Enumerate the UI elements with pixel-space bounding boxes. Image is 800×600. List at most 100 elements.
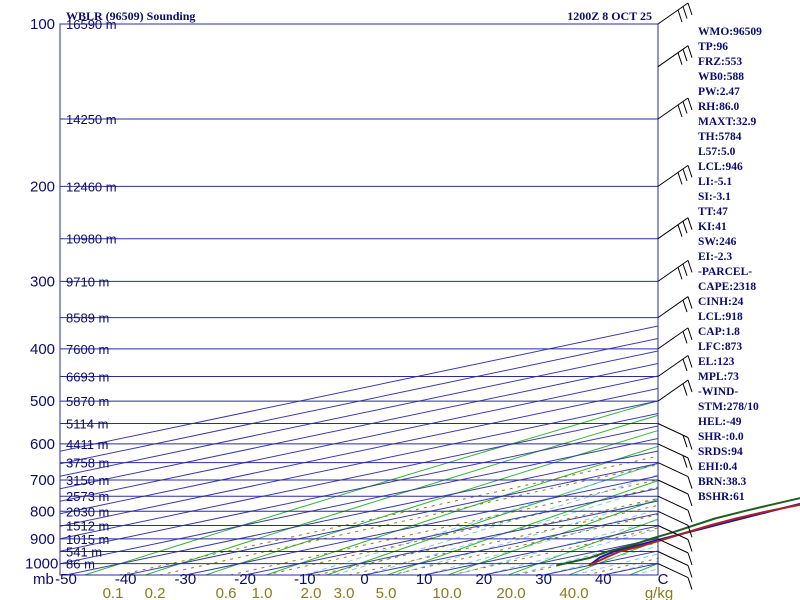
height-label: 10980 m (66, 232, 117, 247)
stability-index: CAPE:2318 (698, 281, 756, 293)
isotherm (60, 388, 658, 515)
pressure-tick-label: 100 (30, 16, 55, 33)
isotherm (60, 375, 658, 502)
pressure-tick-label: 300 (30, 273, 55, 290)
wind-barb (657, 462, 693, 489)
stability-index: MAXT:32.9 (698, 116, 756, 128)
mixing-ratio-line (586, 557, 658, 575)
mixing-ratio-tick-label: 2.0 (301, 585, 322, 600)
moist-adiabat (603, 561, 658, 575)
mixing-ratio-tick-label: 10.0 (432, 585, 461, 600)
wind-barb (657, 259, 693, 282)
height-label: 4411 m (66, 437, 108, 452)
temperature-tick-label: 30 (535, 571, 552, 588)
stability-index: SI:-3.1 (698, 191, 731, 203)
isotherm (60, 363, 658, 490)
mixing-ratio-tick-label: 1.0 (252, 585, 273, 600)
temperature-tick-label: 10 (416, 571, 433, 588)
stability-index: TP:96 (698, 41, 728, 53)
stability-index: EL:123 (698, 356, 735, 368)
isotherm (125, 463, 658, 575)
stability-index: STM:278/10 (698, 401, 759, 413)
dry-adiabat (387, 480, 658, 575)
height-label: 12460 m (66, 179, 117, 194)
stability-index: L57:5.0 (698, 146, 736, 158)
stability-index: SRDS:94 (698, 446, 743, 458)
dewpoint-profile-line (556, 497, 800, 567)
temperature-tick-label: 40 (595, 571, 612, 588)
dry-adiabat (205, 429, 658, 575)
mixing-ratio-tick-label: g/kg (645, 585, 673, 600)
mixing-ratio-tick-label: 40.0 (559, 585, 588, 600)
pressure-tick-label: 1000 (25, 556, 58, 573)
stability-index: LCL:918 (698, 311, 743, 323)
height-label: 16590 m (66, 17, 117, 32)
temperature-tick-label: -40 (115, 571, 137, 588)
isotherm (60, 413, 658, 540)
pressure-tick-label: 800 (30, 503, 55, 520)
height-label: 3150 m (66, 473, 109, 488)
pressure-tick-label: 500 (30, 393, 55, 410)
stability-index: CINH:24 (698, 296, 744, 308)
stability-index: EI:-2.3 (698, 251, 732, 263)
stability-index: KI:41 (698, 221, 727, 233)
axis-labels: 100 200 300 400 500 600 700 800 900 1000 16590 m 14… (25, 16, 673, 600)
dry-adiabat (84, 400, 658, 575)
temperature-tick-label: 20 (476, 571, 493, 588)
stability-index: WB0:588 (698, 71, 744, 83)
height-label: 9710 m (66, 274, 109, 289)
stability-index: LI:-5.1 (698, 176, 732, 188)
height-label: 1512 m (66, 519, 109, 534)
height-label: 1015 m (66, 532, 109, 547)
mixing-ratio-line (451, 527, 658, 575)
stability-index: TH:5784 (698, 131, 742, 143)
moist-adiabat (394, 497, 658, 575)
height-label: 14250 m (66, 112, 117, 127)
sounding-profiles (556, 497, 800, 567)
stability-index: FRZ:553 (698, 56, 742, 68)
moist-adiabat (424, 509, 658, 575)
background-grid (59, 23, 800, 576)
mixing-ratio-tick-label: 0.6 (216, 585, 237, 600)
stability-index: EHI:0.4 (698, 461, 738, 473)
stability-index: SW:246 (698, 236, 737, 248)
pressure-unit-label: mb (33, 571, 54, 588)
dry-adiabat (751, 24, 800, 575)
stability-index: LCL:946 (698, 161, 743, 173)
mixing-ratio-tick-label: 20.0 (496, 585, 525, 600)
temperature-tick-label: -50 (55, 571, 77, 588)
mixing-ratio-tick-label: 3.0 (334, 585, 355, 600)
wind-barb (657, 495, 693, 523)
stability-index: TT:47 (698, 206, 728, 218)
wind-barb (657, 164, 693, 187)
temperature-profile-line (588, 503, 800, 567)
wind-barb (657, 327, 693, 350)
wind-barb (657, 379, 693, 402)
wind-barb (657, 45, 693, 68)
stability-index: LFC:873 (698, 341, 742, 353)
stability-index: BSHR:61 (698, 491, 745, 503)
isotherm (60, 400, 658, 527)
wind-barb (657, 97, 693, 120)
pressure-tick-label: 400 (30, 341, 55, 358)
pressure-tick-label: 900 (30, 531, 55, 548)
wind-barb (657, 355, 693, 377)
pressure-tick-label: 700 (30, 472, 55, 489)
dry-adiabat (326, 462, 658, 575)
stability-index: WMO:96509 (698, 26, 762, 38)
grid-lines (60, 24, 800, 575)
moist-adiabat (483, 528, 658, 575)
height-label: 86 m (66, 557, 95, 572)
isotherm (60, 438, 658, 565)
pressure-tick-label: 200 (30, 178, 55, 195)
pressure-tick-label: 600 (30, 436, 55, 453)
stability-index: -PARCEL- (698, 266, 752, 278)
wind-barb (657, 296, 693, 319)
dry-adiabat (266, 445, 658, 575)
isotherm (65, 450, 658, 575)
mixing-ratio-tick-label: 0.2 (145, 585, 166, 600)
height-label: 8589 m (66, 311, 109, 326)
moist-adiabat (364, 486, 658, 575)
stability-index: BRN:38.3 (698, 476, 746, 488)
